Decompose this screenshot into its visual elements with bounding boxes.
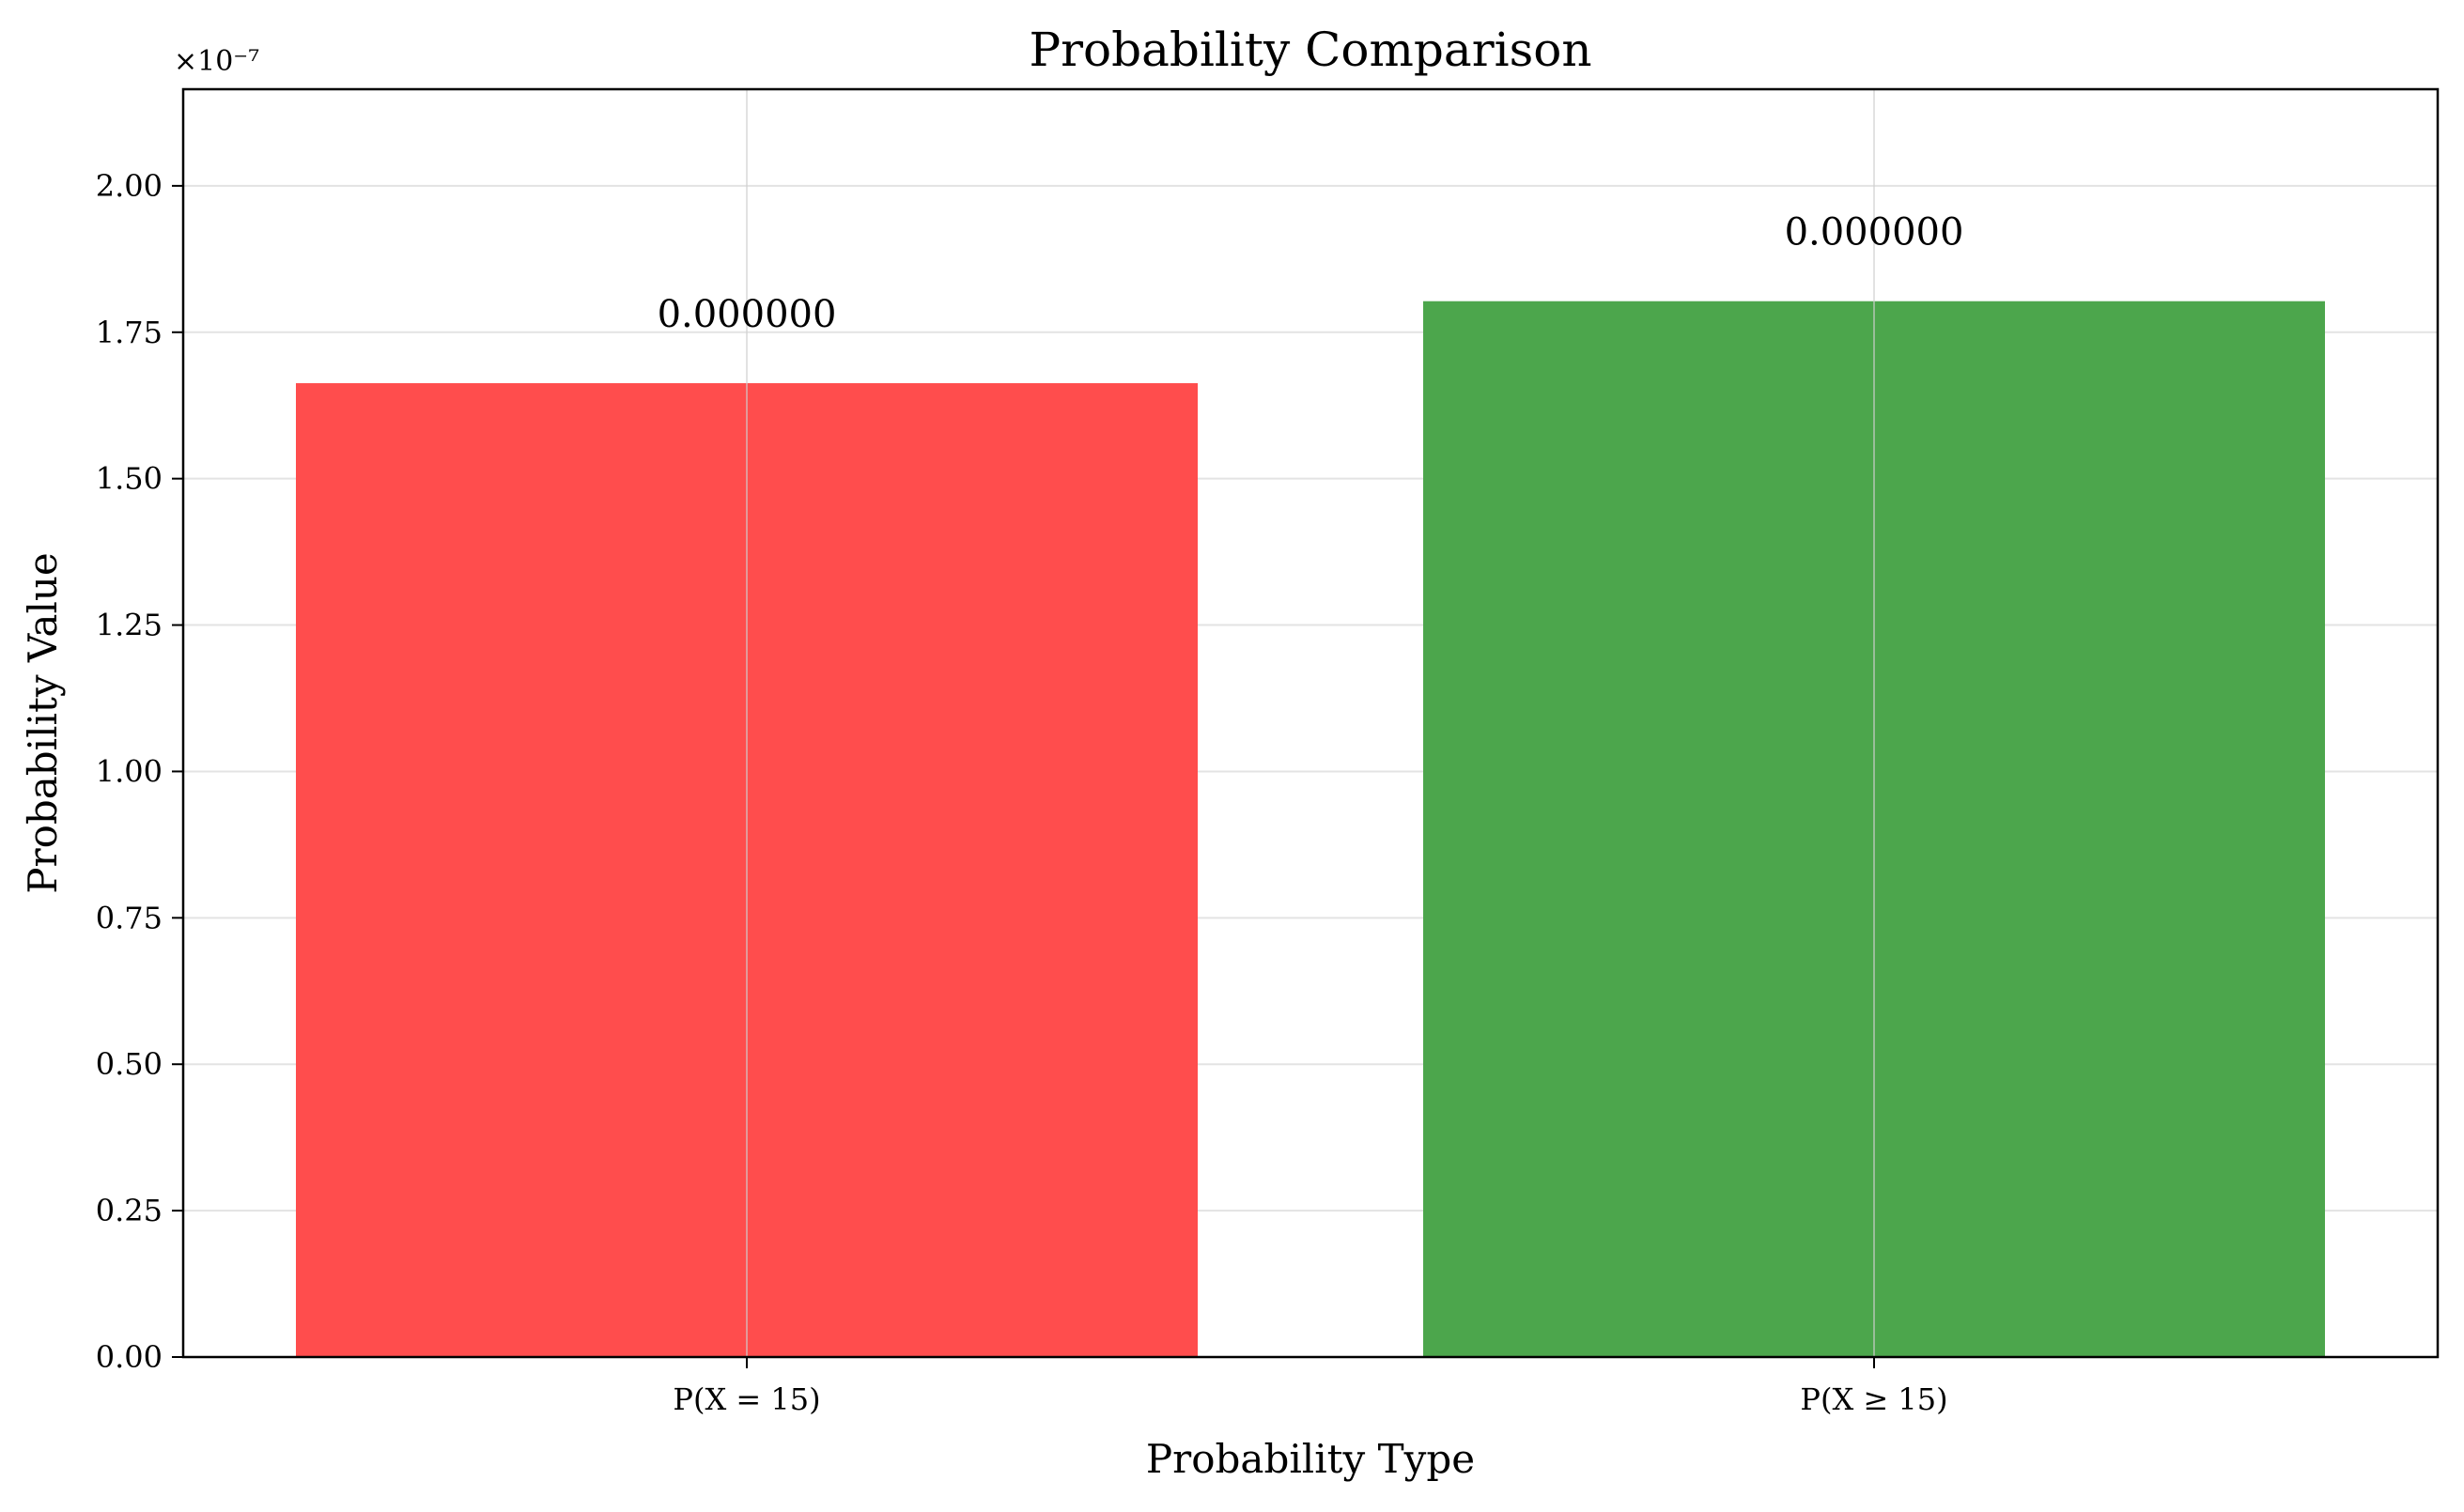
y-tick-label: 1.00 [96,753,163,789]
plot-frame [181,87,2440,1359]
y-axis-offset-label: ×10⁻⁷ [174,45,259,78]
vertical-grid-lines [746,89,1875,1357]
y-tick-label: 0.50 [96,1046,163,1082]
y-axis-label: Probability Value [20,552,66,894]
y-tick-label: 1.75 [96,315,163,350]
x-axis-label: Probability Type [1146,1436,1475,1482]
y-tick-label: 2.00 [96,168,163,204]
x-tick-label: P(X = 15) [673,1381,820,1417]
y-tick-label: 1.25 [96,608,163,643]
y-tick-label: 1.50 [96,461,163,497]
x-tick-label: P(X ≥ 15) [1800,1381,1947,1417]
bar-value-label: 0.000000 [658,293,837,336]
bar-value-labels: 0.000000 0.000000 [658,211,1964,336]
y-tick-label: 0.75 [96,900,163,935]
y-tick-label: 0.25 [96,1193,163,1228]
bar-value-label: 0.000000 [1785,211,1964,255]
axis-ticks: 0.00 0.25 0.50 0.75 1.00 1.25 1.50 1.75 2.00 P(X … [96,168,1948,1417]
chart-title: Probability Comparison [1029,23,1591,77]
y-tick-label: 0.00 [96,1339,163,1375]
